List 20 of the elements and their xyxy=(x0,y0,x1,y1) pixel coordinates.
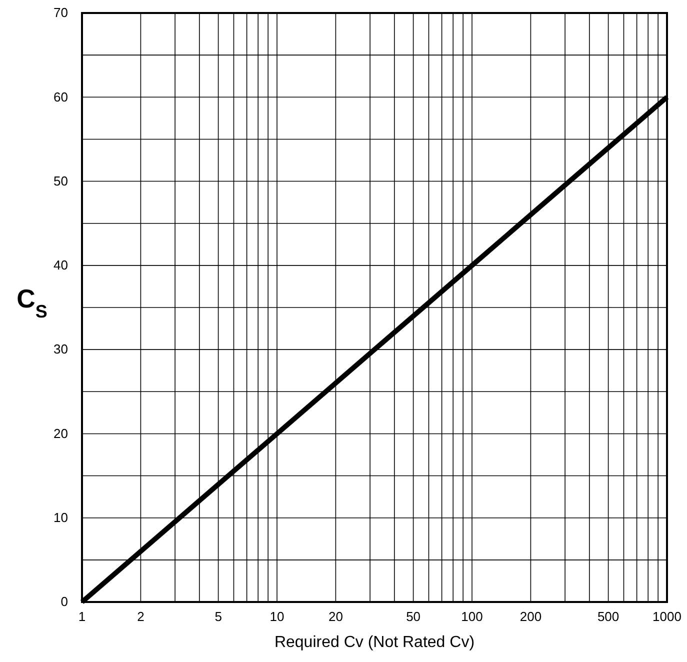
y-tick-label: 40 xyxy=(54,258,68,273)
x-axis-title: Required Cv (Not Rated Cv) xyxy=(274,634,475,651)
x-tick-label: 50 xyxy=(406,609,421,624)
x-tick-label: 200 xyxy=(520,609,542,624)
x-tick-label: 2 xyxy=(137,609,144,624)
y-tick-label: 10 xyxy=(54,510,68,526)
y-tick-label: 30 xyxy=(54,342,68,357)
y-tick-label: 70 xyxy=(54,5,68,20)
y-tick-label: 50 xyxy=(54,173,68,188)
x-tick-label: 100 xyxy=(461,609,483,624)
x-tick-label: 1000 xyxy=(652,609,682,624)
y-axis-title: C$_{S}$ xyxy=(16,284,48,322)
x-tick-label: 1 xyxy=(78,609,86,624)
x-tick-label: 10 xyxy=(270,609,284,624)
y-tick-label: 20 xyxy=(54,426,68,441)
y-tick-label: 0 xyxy=(60,594,68,610)
y-tick-label: 60 xyxy=(54,89,68,104)
x-tick-label: 20 xyxy=(328,609,343,624)
x-tick-label: 500 xyxy=(597,609,620,624)
x-tick-label: 5 xyxy=(214,609,222,624)
